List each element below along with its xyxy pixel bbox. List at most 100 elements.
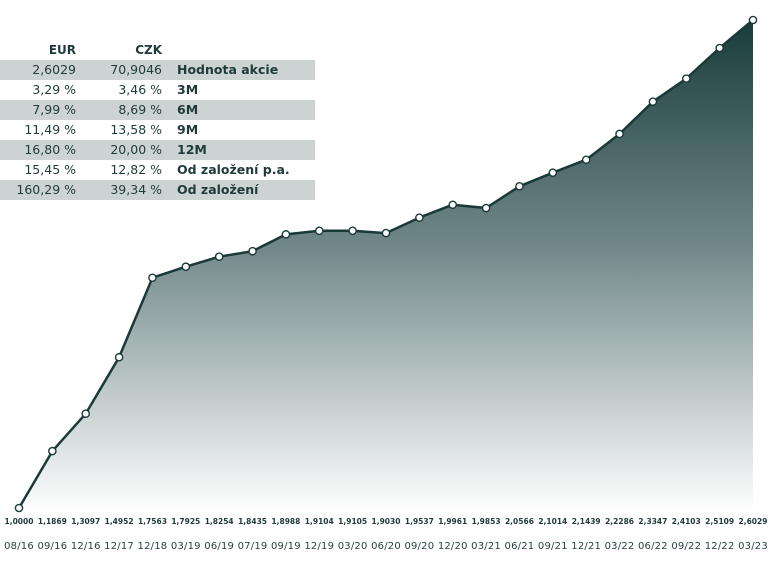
data-label: 1,9853 [472,517,501,526]
data-label: 2,2286 [605,517,634,526]
data-label: 1,9105 [338,517,367,526]
x-tick-label: 12/22 [705,541,735,552]
data-label: 2,3347 [638,517,667,526]
data-label: 1,7563 [138,517,167,526]
data-label: 1,4952 [105,517,134,526]
header-czk: CZK [135,43,162,57]
cell-label: 6M [168,100,315,120]
data-point [715,43,724,53]
data-label: 2,6029 [739,517,768,526]
cell-label: Hodnota akcie [168,60,315,80]
x-tick-label: 12/19 [304,541,334,552]
x-tick-label: 09/19 [271,541,301,552]
data-point [381,228,391,238]
data-point [548,168,558,177]
cell-czk: 13,58 % [110,122,162,137]
x-tick-label: 12/17 [104,541,134,552]
data-point [314,226,324,236]
data-point [481,203,491,213]
data-point [181,262,191,272]
table-row: 16,80 % 20,00 % 12M [0,140,315,160]
data-point [748,15,758,25]
cell-eur: 7,99 % [0,100,82,120]
data-point [148,273,157,283]
cell-czk: 8,69 % [82,100,168,120]
data-point [681,74,691,83]
data-point [248,246,257,256]
x-tick-label: 09/22 [671,541,701,552]
x-tick-label: 03/21 [471,541,501,552]
cell-eur: 15,45 % [24,162,76,177]
data-label: 1,8254 [205,517,234,526]
data-label: 1,9104 [305,517,334,526]
table-row: 160,29 % 39,34 % Od založení [0,180,315,200]
data-point [415,213,424,222]
header-eur: EUR [48,43,76,57]
data-label: 2,1014 [538,517,567,526]
table-row: 2,6029 70,9046 Hodnota akcie [0,60,315,80]
cell-eur: 3,29 % [32,82,76,97]
cell-eur: 16,80 % [0,140,82,160]
data-label: 1,3097 [71,517,100,526]
x-tick-label: 06/22 [638,541,668,552]
x-tick-label: 03/22 [605,541,635,552]
data-label: 1,9537 [405,517,434,526]
table-row: 3,29 % 3,46 % 3M [0,80,315,100]
cell-czk: 3,46 % [118,82,162,97]
data-label: 2,5109 [705,517,734,526]
table-row: 7,99 % 8,69 % 6M [0,100,315,120]
data-point [448,200,458,210]
header-label [168,40,315,60]
data-label: 2,0566 [505,517,534,526]
x-tick-label: 12/21 [571,541,601,552]
cell-label: Od založení [168,180,315,200]
data-label: 1,9030 [372,517,401,526]
cell-czk: 12,82 % [110,162,162,177]
data-point [281,230,291,239]
x-tick-label: 06/19 [204,541,234,552]
x-tick-label: 12/20 [438,541,468,552]
x-tick-label: 03/20 [338,541,368,552]
cell-label: Od založení p.a. [177,162,290,177]
cell-eur: 2,6029 [0,60,82,80]
data-label: 1,8988 [271,517,300,526]
data-label: 1,9961 [438,517,467,526]
data-label: 1,1869 [38,517,67,526]
x-tick-label: 03/19 [171,541,201,552]
data-label: 1,0000 [5,517,34,526]
x-tick-label: 12/18 [138,541,168,552]
data-label: 1,7925 [171,517,200,526]
data-point [615,129,624,139]
data-label: 1,8435 [238,517,267,526]
data-point [81,409,91,419]
x-tick-label: 09/21 [538,541,568,552]
cell-eur: 11,49 % [24,122,76,137]
x-tick-label: 12/16 [71,541,101,552]
data-point [515,182,524,191]
cell-label: 9M [177,122,199,137]
data-point [214,252,224,262]
data-point [348,226,357,236]
x-tick-label: 09/20 [404,541,434,552]
data-point [581,155,591,165]
data-point [14,503,24,513]
cell-czk: 70,9046 [82,60,168,80]
data-label: 2,4103 [672,517,701,526]
data-point [648,97,658,106]
x-tick-label: 06/21 [505,541,535,552]
cell-label: 12M [168,140,315,160]
data-point [114,352,124,362]
area-fill [19,20,753,512]
table-header-row: EUR CZK [0,40,315,60]
x-tick-label: 07/19 [238,541,268,552]
x-tick-label: 03/23 [738,541,768,552]
x-tick-label: 06/20 [371,541,401,552]
cell-eur: 160,29 % [0,180,82,200]
table-row: 11,49 % 13,58 % 9M [0,120,315,140]
table-row: 15,45 % 12,82 % Od založení p.a. [0,160,315,180]
performance-table: EUR CZK 2,6029 70,9046 Hodnota akcie 3,2… [0,40,315,200]
data-point [48,446,57,456]
x-tick-label: 09/16 [37,541,67,552]
cell-label: 3M [177,82,199,97]
